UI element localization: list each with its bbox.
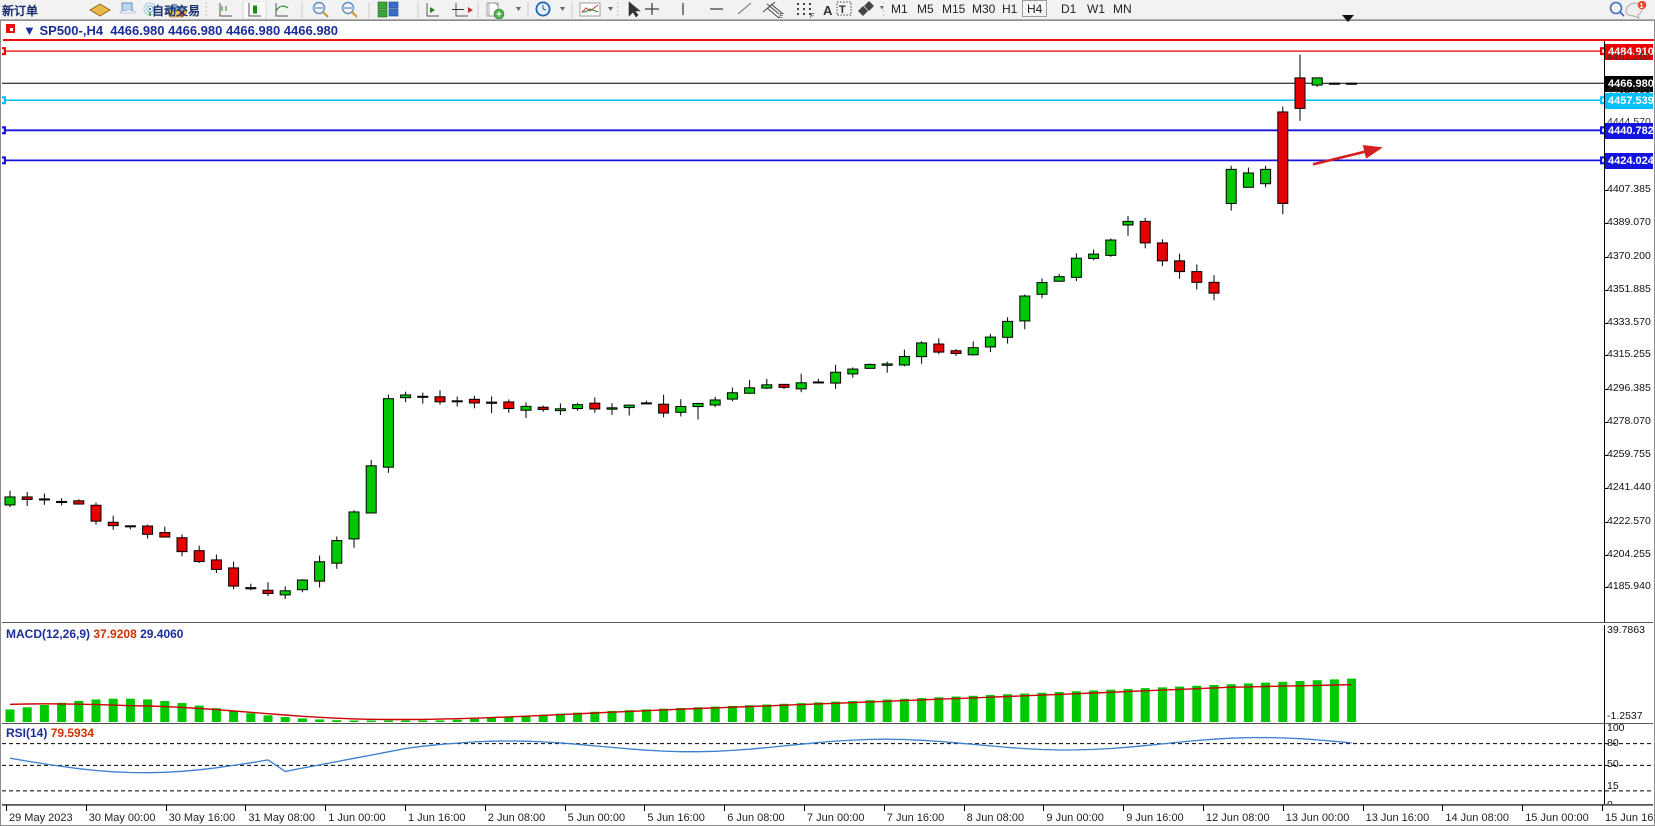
svg-text:1: 1 [1640,3,1644,10]
svg-text:T: T [839,4,846,16]
svg-text:F: F [810,13,815,19]
svg-text:E: E [779,13,784,19]
svg-text:A: A [823,3,833,18]
